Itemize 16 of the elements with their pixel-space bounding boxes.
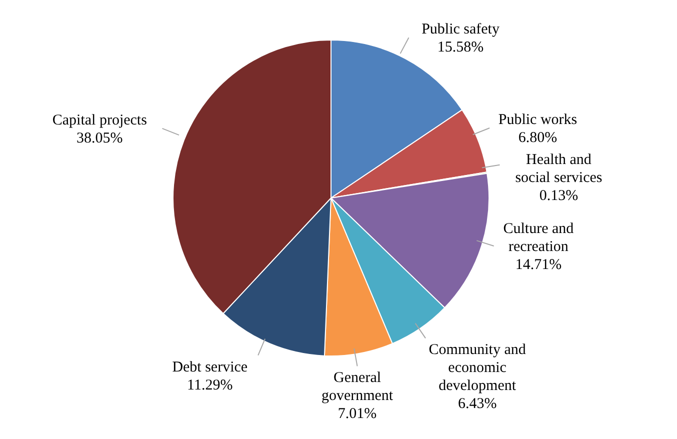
slice-label: Public works	[498, 112, 578, 128]
slice-label: Debt service	[172, 359, 248, 376]
data-label: 0.13%	[539, 188, 578, 204]
slice-label: Health and social services	[515, 152, 602, 186]
data-label: 14.71%	[515, 256, 562, 273]
slice-label: General government	[321, 370, 394, 404]
slice-label: Public safety	[422, 22, 500, 38]
slice-label: Community and economic development	[428, 342, 526, 394]
data-label: 6.43%	[458, 396, 497, 412]
data-label: 6.80%	[518, 130, 558, 146]
data-label: 15.58%	[437, 40, 484, 56]
data-label: 7.01%	[338, 406, 377, 422]
slice-label: Capital projects	[52, 112, 148, 128]
data-label: 11.29%	[187, 377, 233, 394]
slice-label: Culture and recreation	[503, 220, 574, 255]
data-label: 38.05%	[76, 130, 123, 146]
